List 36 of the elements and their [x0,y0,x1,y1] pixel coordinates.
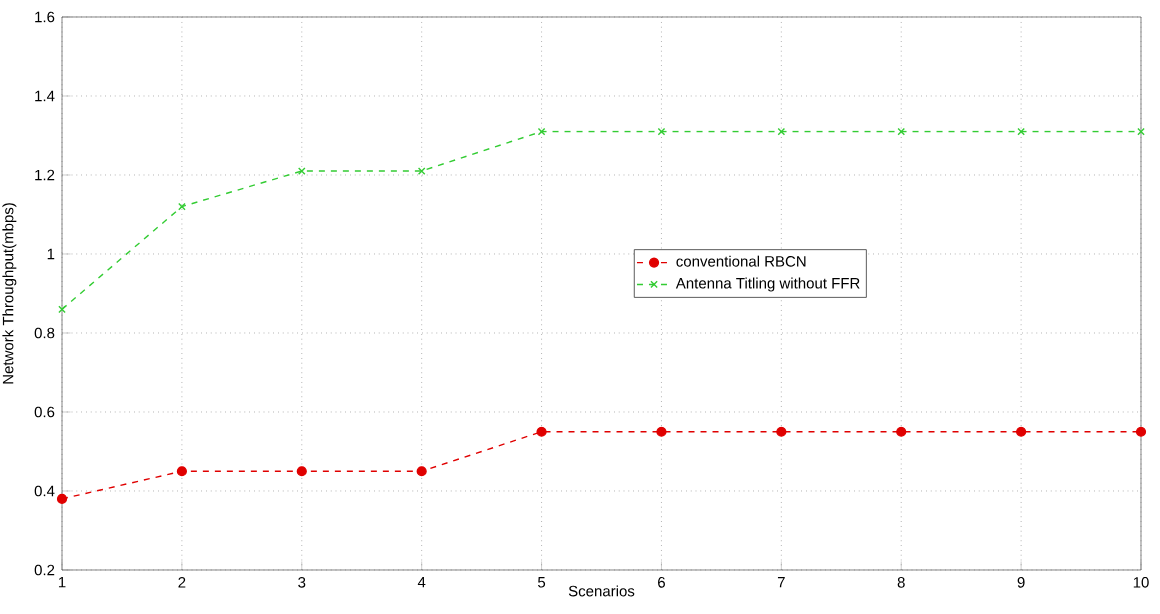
x-tick-label: 7 [777,577,785,588]
y-tick-label: 0.2 [34,564,55,576]
point [1016,426,1027,437]
y-tick-label: 1.4 [35,90,55,102]
point [1135,426,1147,437]
point [896,426,907,437]
x-axis-title: Scenarios [568,585,635,597]
x-tick-label: 4 [417,577,426,588]
point [297,167,306,175]
point [536,426,547,437]
point [296,466,307,477]
point [56,493,68,504]
y-tick-label: 1 [47,248,55,260]
point [176,466,187,477]
x-tick-label: 2 [178,577,186,588]
y-tick-label: 1.2 [35,169,55,181]
y-tick-label: 0.4 [34,485,55,497]
x-tick-label: 6 [658,577,665,588]
point [537,127,546,136]
x-tick-label: 9 [1017,577,1025,588]
point [777,127,786,136]
y-tick-label: 0.6 [34,406,55,418]
point [776,426,787,437]
x-tick-label: 3 [298,577,306,588]
point [416,466,427,477]
x-tick-label: 1 [58,577,66,588]
point [656,426,667,437]
legend-label: conventional RBCN [676,255,806,267]
x-tick-label: 8 [897,577,905,588]
y-tick-label: 1.6 [35,11,55,23]
y-tick-label: 0.8 [34,327,55,339]
legend-label: Antenna Titling without FFR [675,277,860,292]
x-tick-label: 10 [1133,577,1149,588]
point [657,127,666,136]
x-tick-label: 5 [537,577,546,588]
y-axis-title: Network Throughput(mbps) [2,203,17,384]
